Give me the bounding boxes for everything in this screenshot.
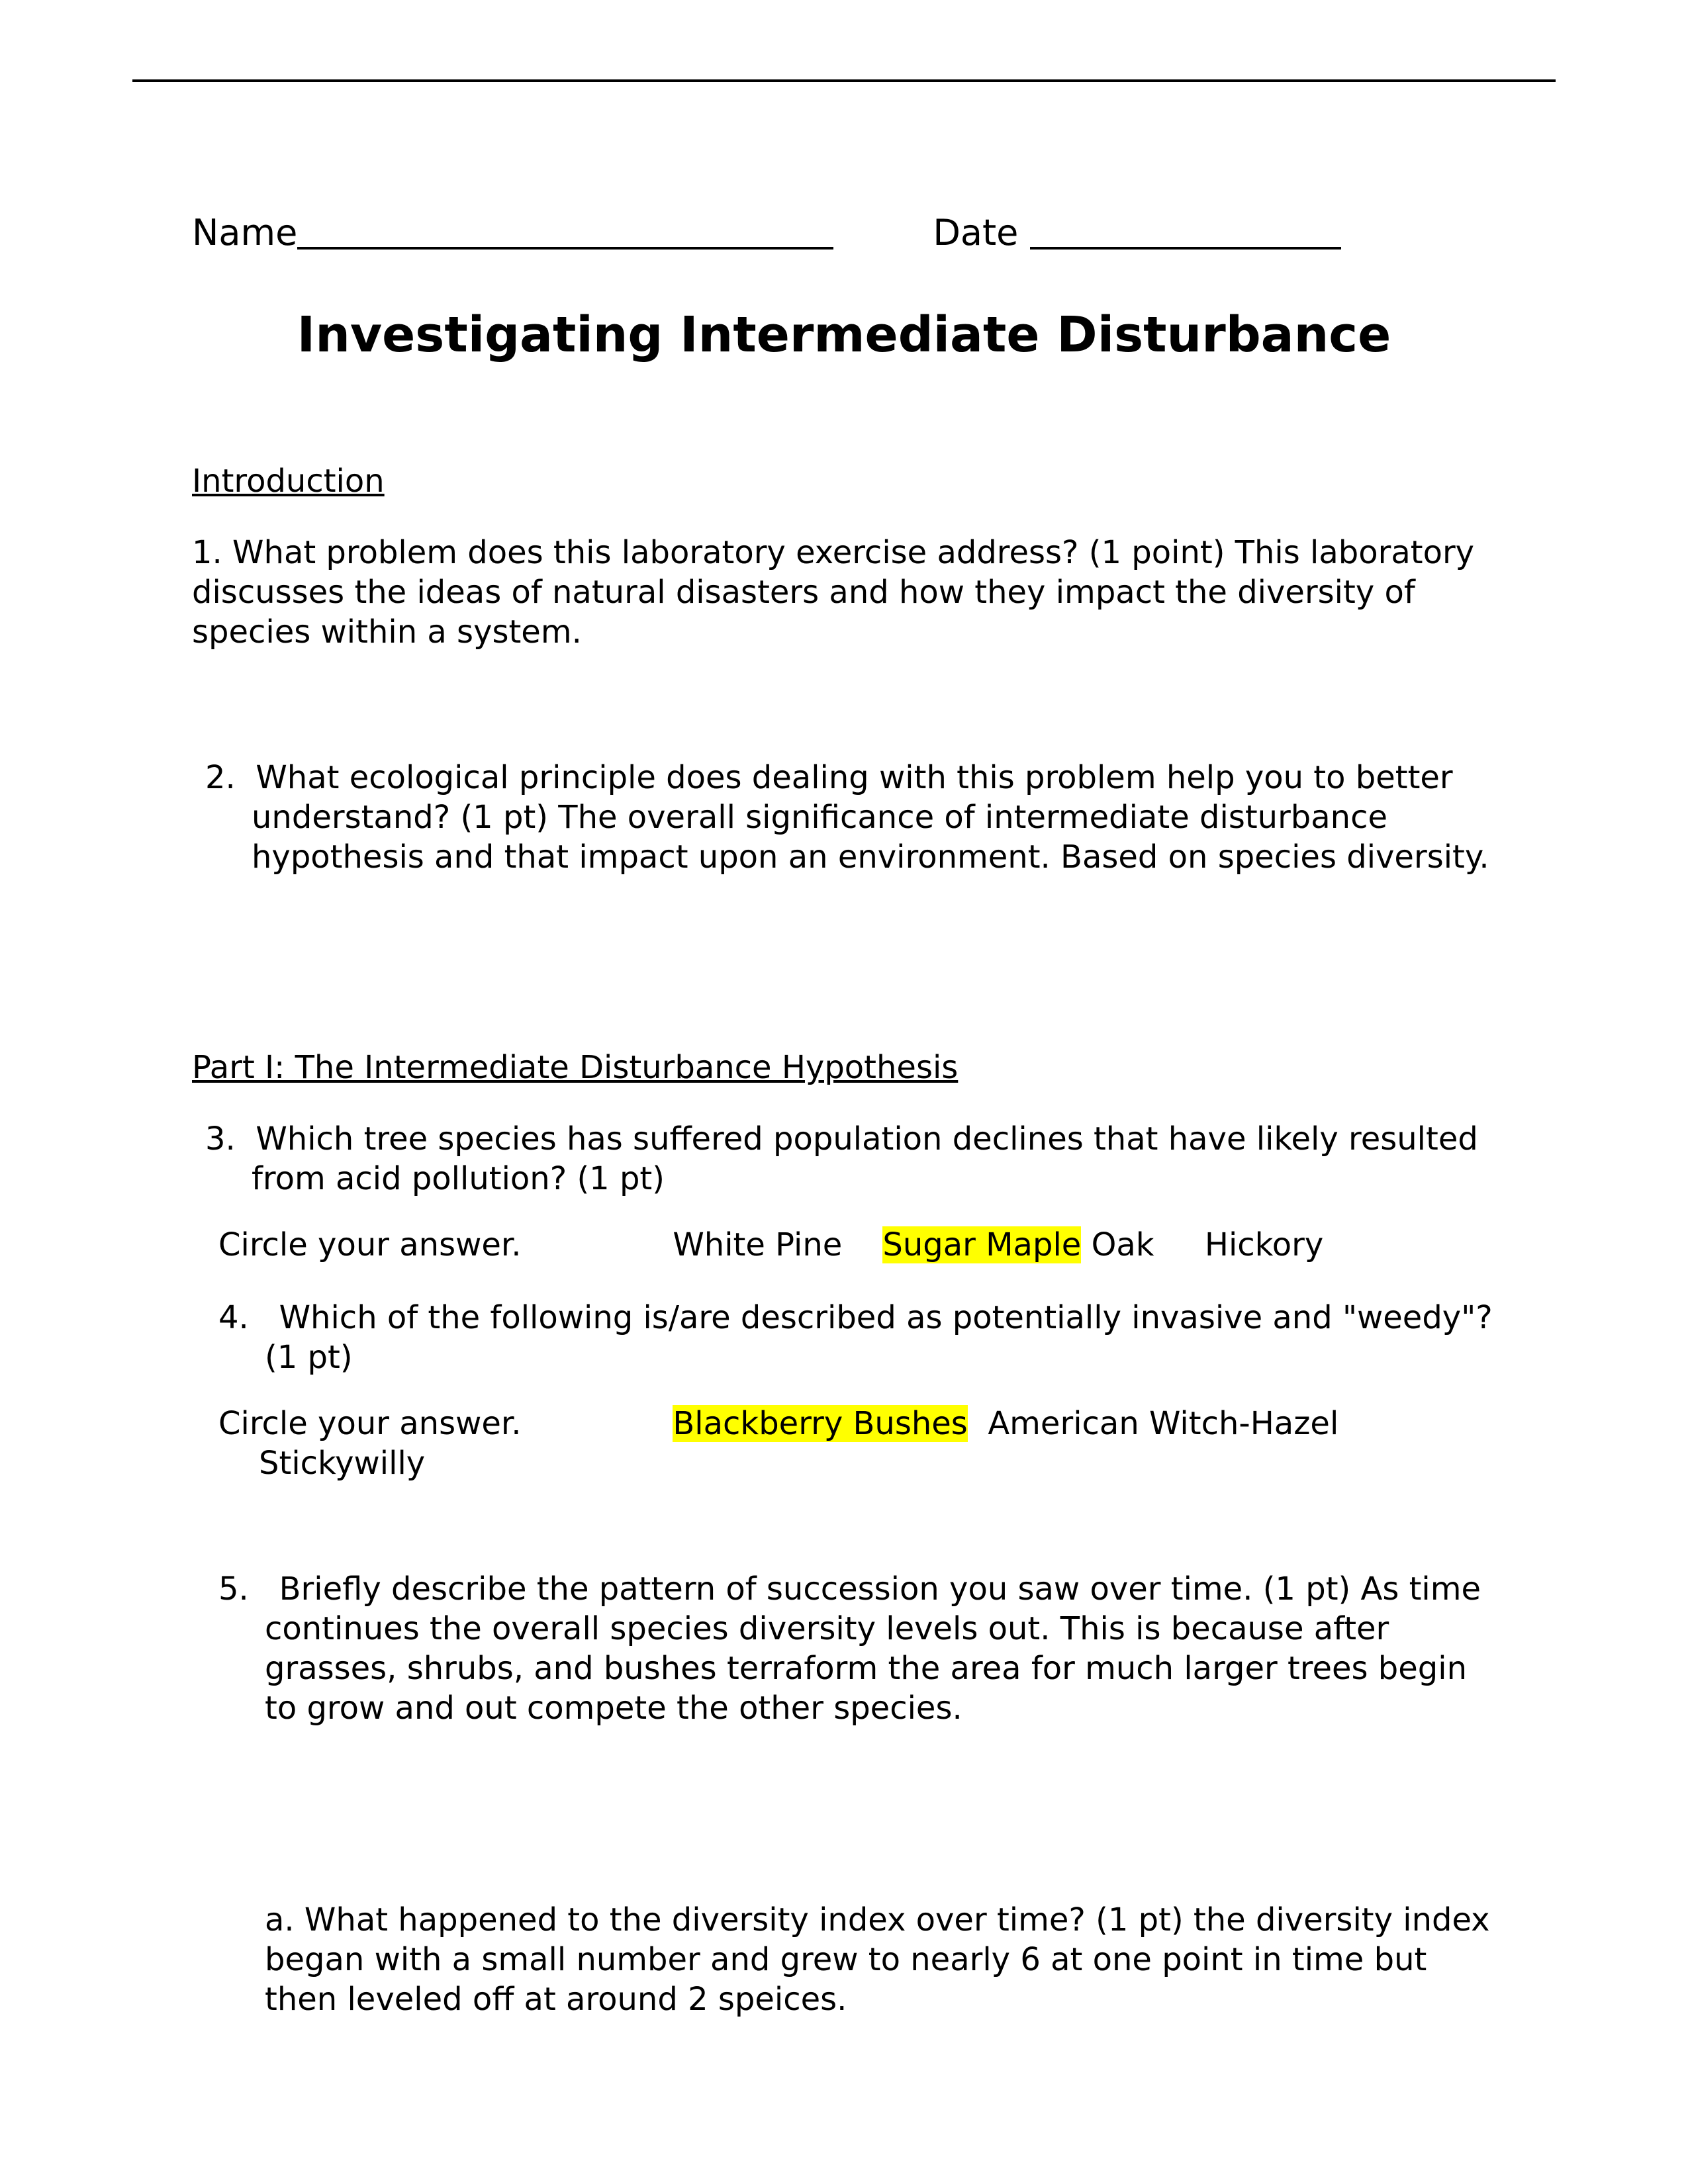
q4-option-blackberry[interactable]: Blackberry Bushes (673, 1405, 967, 1442)
q3-answer-row: Circle your answer. White Pine Sugar Map… (192, 1225, 1496, 1265)
q2-number: 2. (205, 759, 236, 796)
worksheet-page: Name Date Investigating Intermediate Dist… (0, 0, 1688, 2184)
name-date-row: Name Date (192, 212, 1496, 253)
q2-text: What ecological principle does dealing w… (252, 759, 1489, 876)
q3-number: 3. (205, 1120, 236, 1158)
date-blank[interactable] (1030, 247, 1341, 250)
q4-option-stickywilly[interactable]: Stickywilly (259, 1445, 425, 1482)
header-rule (132, 79, 1556, 82)
q5-number: 5. (218, 1570, 249, 1608)
q4-answer-row: Circle your answer. Blackberry Bushes Am… (192, 1404, 1496, 1483)
intro-header: Introduction (192, 463, 1496, 500)
q4-text: Which of the following is/are described … (265, 1299, 1493, 1376)
question-5a: a. What happened to the diversity index … (192, 1900, 1496, 2019)
q3-option-oak[interactable]: Oak (1081, 1226, 1154, 1263)
date-label: Date (933, 212, 1018, 253)
worksheet-title: Investigating Intermediate Disturbance (192, 306, 1496, 363)
question-3: 3. Which tree species has suffered popul… (192, 1119, 1496, 1199)
part1-header: Part I: The Intermediate Disturbance Hyp… (192, 1049, 1496, 1086)
q3-circle-label: Circle your answer. (218, 1226, 521, 1263)
question-1: 1. What problem does this laboratory exe… (192, 533, 1496, 652)
question-4: 4. Which of the following is/are describ… (192, 1298, 1496, 1377)
q3-option-white-pine[interactable]: White Pine (673, 1226, 842, 1263)
q3-text: Which tree species has suffered populati… (252, 1120, 1478, 1197)
q5-text: Briefly describe the pattern of successi… (265, 1570, 1481, 1727)
q4-number: 4. (218, 1299, 249, 1336)
q4-circle-label: Circle your answer. (218, 1405, 521, 1442)
q3-option-hickory[interactable]: Hickory (1205, 1226, 1323, 1263)
content-area: Name Date Investigating Intermediate Dist… (192, 212, 1496, 2019)
q3-option-sugar-maple[interactable]: Sugar Maple (882, 1226, 1081, 1263)
question-2: 2. What ecological principle does dealin… (192, 758, 1496, 877)
name-label: Name (192, 212, 297, 253)
question-5: 5. Briefly describe the pattern of succe… (192, 1569, 1496, 1728)
q4-option-witch-hazel[interactable]: American Witch-Hazel (988, 1405, 1338, 1442)
name-blank[interactable] (297, 247, 833, 250)
